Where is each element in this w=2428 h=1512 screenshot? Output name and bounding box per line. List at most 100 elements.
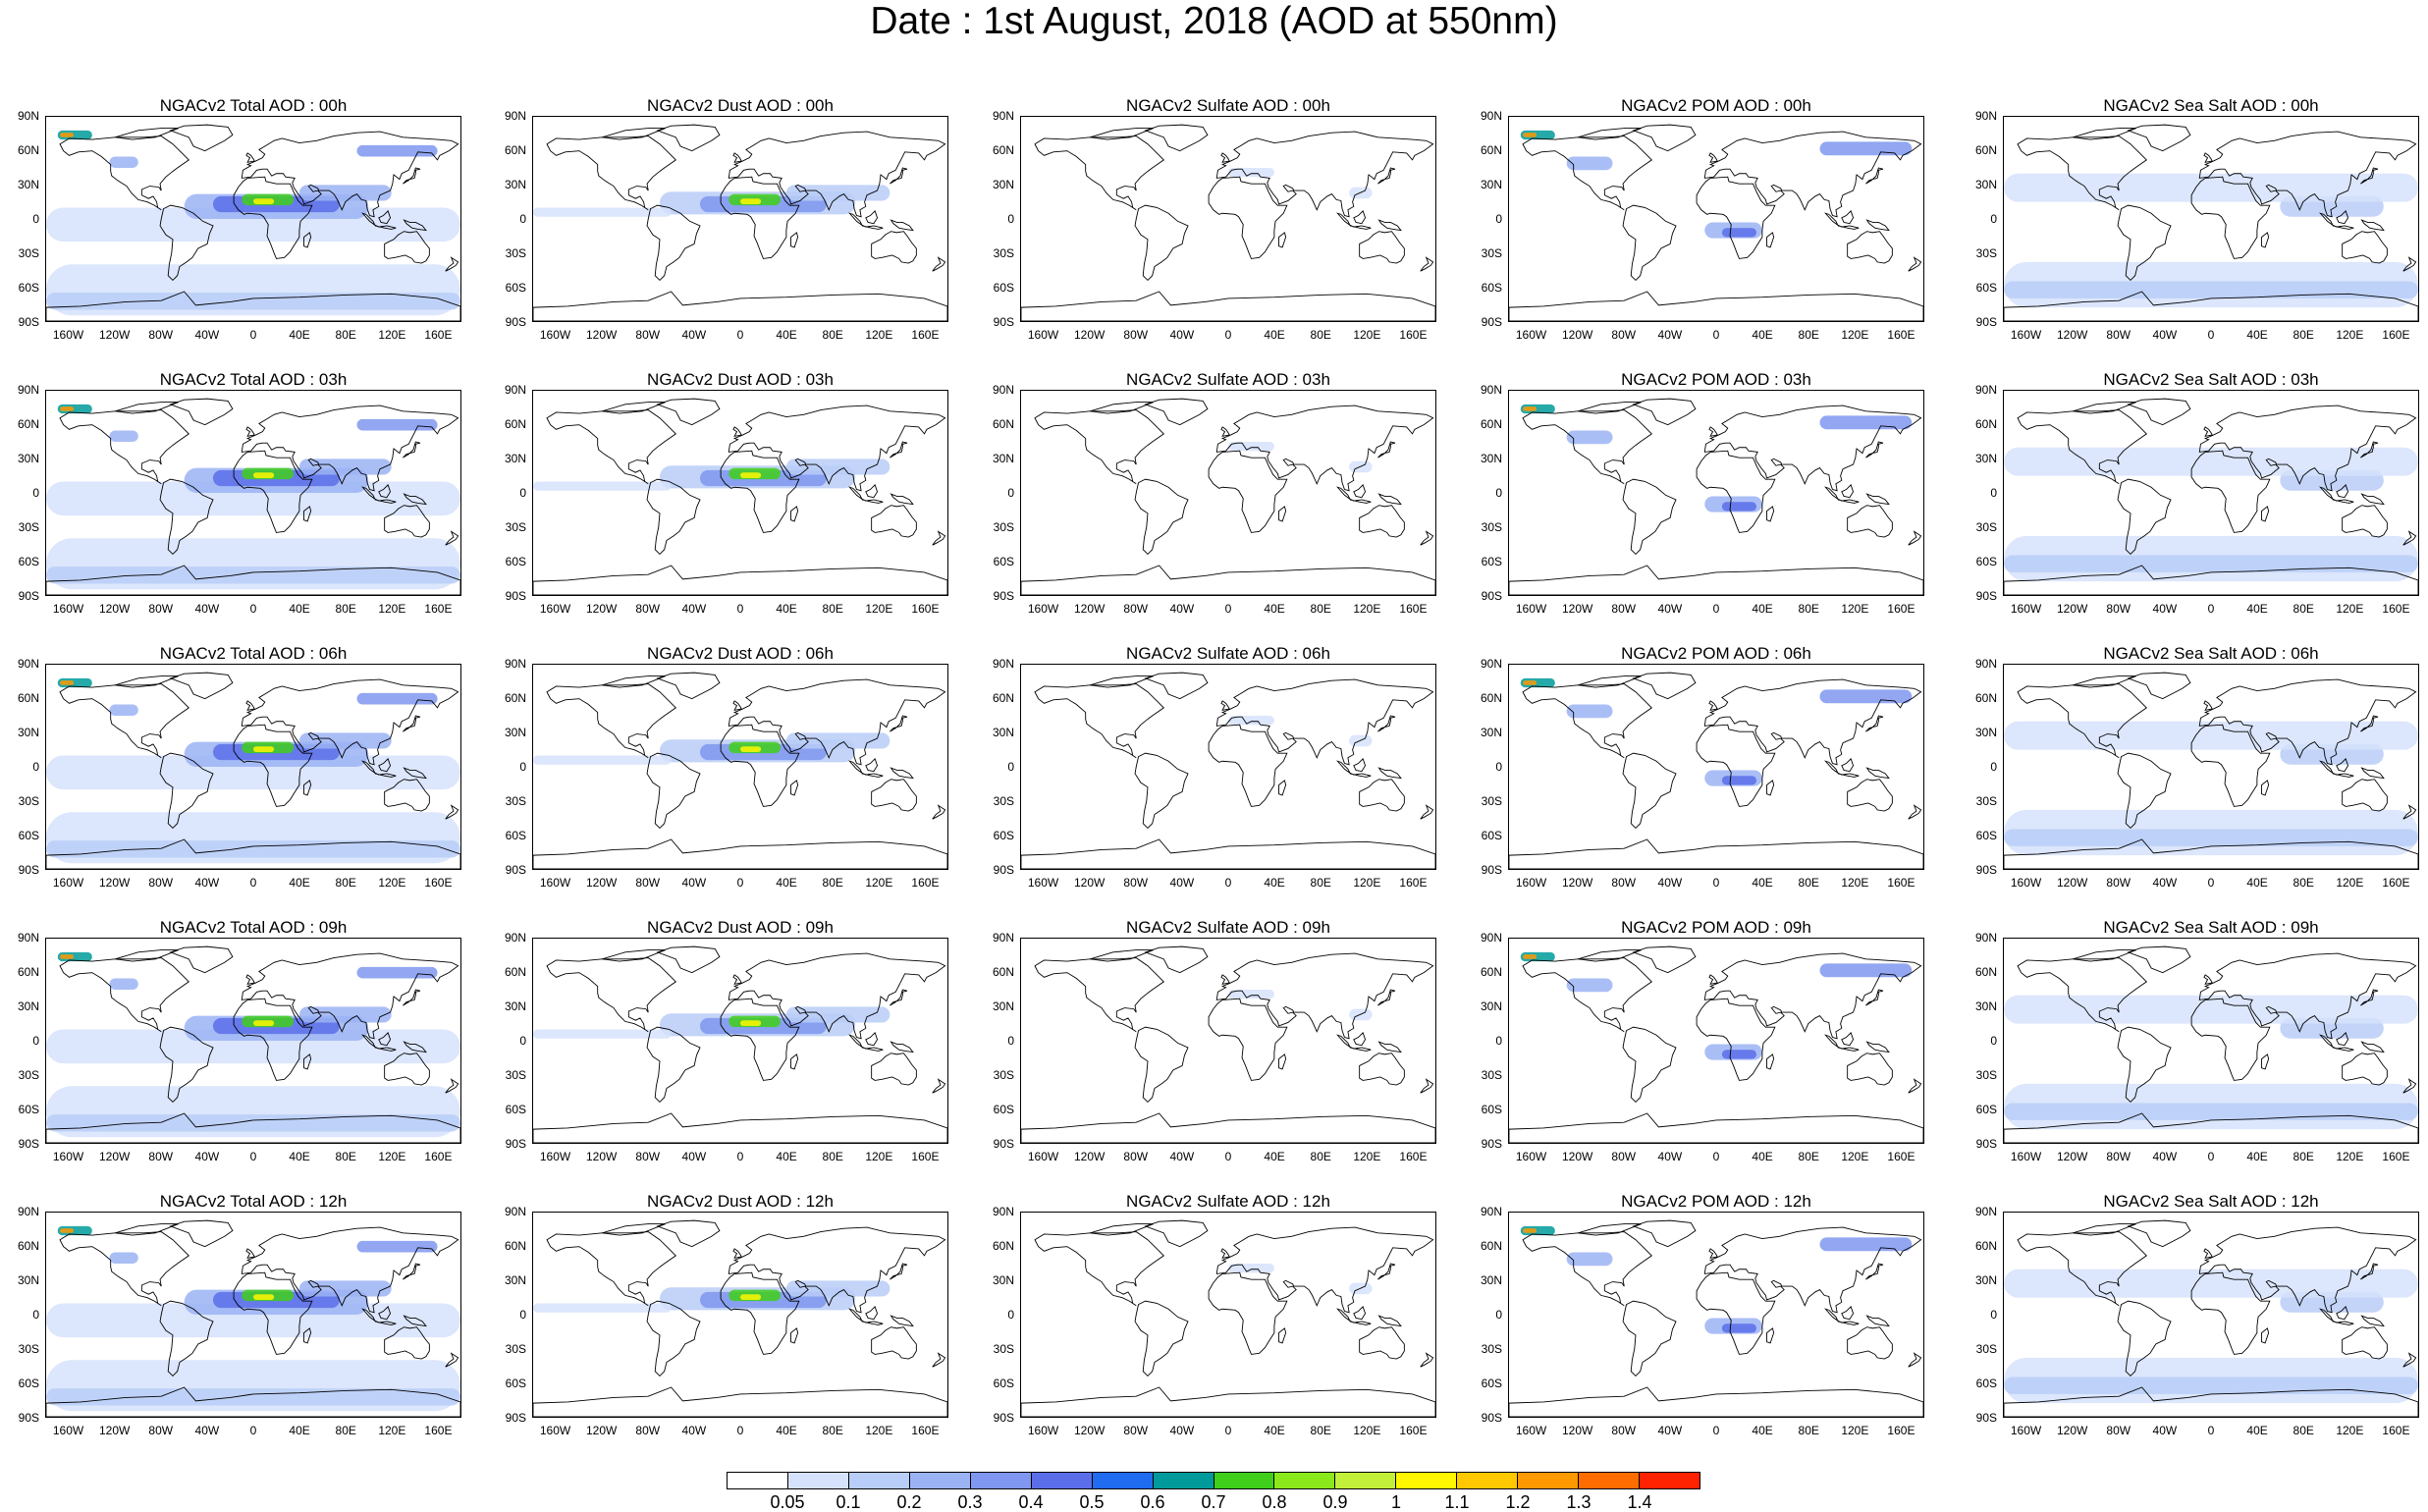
coastline-madagascar <box>2261 780 2270 796</box>
panel-title: NGACv2 Sulfate AOD : 12h <box>1126 1192 1330 1211</box>
world-map <box>2003 938 2419 1144</box>
aod-plume <box>1819 1237 1913 1252</box>
latitude-tick-label: 0 <box>32 1308 39 1322</box>
aod-plume <box>785 1280 890 1297</box>
aod-plume <box>740 198 762 204</box>
aod-plume <box>298 1280 392 1297</box>
longitude-tick-label: 40W <box>194 1150 220 1163</box>
world-map <box>45 1212 461 1418</box>
coastline-north-america <box>1034 957 1165 1033</box>
world-map <box>1508 938 1924 1144</box>
coastline-eurasia <box>241 1226 459 1314</box>
coastline-japan <box>2360 989 2379 1006</box>
latitude-tick-label: 60S <box>1481 829 1502 842</box>
panel-title: NGACv2 Dust AOD : 06h <box>647 644 834 663</box>
latitude-tick-label: 90S <box>18 315 39 329</box>
latitude-tick-label: 0 <box>1007 1308 1014 1322</box>
longitude-tick-label: 40W <box>2152 602 2178 616</box>
panel-title: NGACv2 POM AOD : 03h <box>1621 370 1811 389</box>
longitude-tick-label: 120E <box>378 1424 406 1437</box>
coastline-greenland <box>1632 1219 1697 1248</box>
coastline-australia <box>2342 1053 2388 1086</box>
coastline-new-guinea <box>1865 767 1890 780</box>
coastline-arctic-islands <box>1090 128 1154 140</box>
colorbar-label: 0.4 <box>1018 1492 1044 1512</box>
longitude-tick-label: 40E <box>289 328 310 342</box>
latitude-tick-label: 60N <box>17 417 39 431</box>
coastline-madagascar <box>1278 1053 1287 1070</box>
longitude-tick-label: 40W <box>2152 1424 2178 1437</box>
coastline-uk <box>2203 700 2213 711</box>
colorbar-box <box>1274 1473 1336 1488</box>
longitude-tick-label: 40W <box>1657 1150 1683 1163</box>
coastline-antarctica <box>1509 565 1923 595</box>
latitude-tick-label: 90S <box>1975 315 1997 329</box>
coastline-uk <box>2203 974 2213 985</box>
coastline-new-zealand <box>1908 530 1922 546</box>
colorbar-box <box>848 1473 910 1488</box>
panel-title: NGACv2 Total AOD : 03h <box>159 370 348 389</box>
colorbar-label: 0.1 <box>836 1492 861 1512</box>
longitude-tick-label: 120E <box>1353 876 1381 890</box>
aod-plume <box>1819 415 1913 430</box>
longitude-tick-label: 80E <box>335 876 356 890</box>
latitude-tick-label: 30S <box>18 1068 39 1082</box>
latitude-tick-label: 90S <box>1975 1137 1997 1151</box>
world-map <box>532 1212 948 1418</box>
latitude-tick-label: 30N <box>1480 726 1502 739</box>
longitude-tick-label: 80W <box>1123 1150 1149 1163</box>
coastline-indonesia <box>2318 760 2354 778</box>
coastline-arctic-islands <box>602 402 666 414</box>
coastline-madagascar <box>790 780 799 796</box>
coastline-north-america <box>2017 683 2148 759</box>
longitude-tick-label: 160W <box>2010 876 2042 890</box>
coastline-indonesia <box>847 212 884 230</box>
coastline-greenland <box>1144 398 1209 426</box>
map-panel: NGACv2 Dust AOD : 03h 90N 60N 30N 0 30S 60S 90S… <box>487 370 948 616</box>
latitude-tick-label: 60S <box>18 1377 39 1390</box>
coastline-eurasia <box>728 405 946 492</box>
longitude-tick-label: 160W <box>52 1424 84 1437</box>
longitude-tick-label: 120W <box>585 1424 618 1437</box>
longitude-tick-label: 120E <box>2336 1150 2364 1163</box>
longitude-tick-label: 120W <box>1561 876 1593 890</box>
coastline-antarctica <box>2004 565 2418 595</box>
longitude-tick-label: 0 <box>1712 1424 1720 1437</box>
longitude-tick-label: 120W <box>98 1150 131 1163</box>
latitude-tick-label: 60N <box>17 965 39 979</box>
coastline-south-america <box>159 752 214 830</box>
longitude-tick-label: 120W <box>585 876 618 890</box>
colorbar-box <box>1518 1473 1580 1488</box>
longitude-tick-label: 40W <box>194 1424 220 1437</box>
coastline-north-america <box>2017 1231 2148 1307</box>
longitude-tick-label: 80W <box>2106 1424 2131 1437</box>
longitude-tick-label: 40E <box>776 1150 797 1163</box>
latitude-tick-label: 90N <box>1480 931 1502 945</box>
longitude-tick-label: 0 <box>736 328 744 342</box>
map-svg <box>2004 1219 2418 1417</box>
longitude-tick-label: 80E <box>1310 1150 1331 1163</box>
longitude-tick-label: 160E <box>1399 1150 1428 1163</box>
coastline-south-america <box>1134 1026 1189 1104</box>
colorbar-label: 1.1 <box>1444 1492 1470 1512</box>
coastline-africa <box>233 1271 313 1355</box>
map-svg <box>46 124 460 321</box>
coastline-new-guinea <box>890 493 914 506</box>
colorbar-label: 0.9 <box>1322 1492 1348 1512</box>
aod-plume <box>2004 995 2418 1024</box>
latitude-tick-label: 30S <box>505 246 526 260</box>
coastline-borneo <box>865 1032 879 1047</box>
colorbar-label: 0.8 <box>1262 1492 1287 1512</box>
map-svg <box>533 1219 947 1417</box>
coastline-south-america <box>159 204 214 282</box>
map-panel: NGACv2 Sulfate AOD : 06h 90N 60N 30N 0 30S 60S… <box>975 644 1436 890</box>
coastline-north-america <box>1522 135 1653 211</box>
coastline-antarctica <box>533 291 947 321</box>
world-map <box>45 116 461 322</box>
latitude-tick-label: 30S <box>993 520 1014 534</box>
longitude-tick-label: 80E <box>2293 1150 2314 1163</box>
longitude-tick-label: 160W <box>1515 602 1547 616</box>
latitude-tick-label: 60S <box>1481 281 1502 295</box>
coastline-uk <box>732 426 742 437</box>
longitude-tick-label: 80W <box>148 328 174 342</box>
